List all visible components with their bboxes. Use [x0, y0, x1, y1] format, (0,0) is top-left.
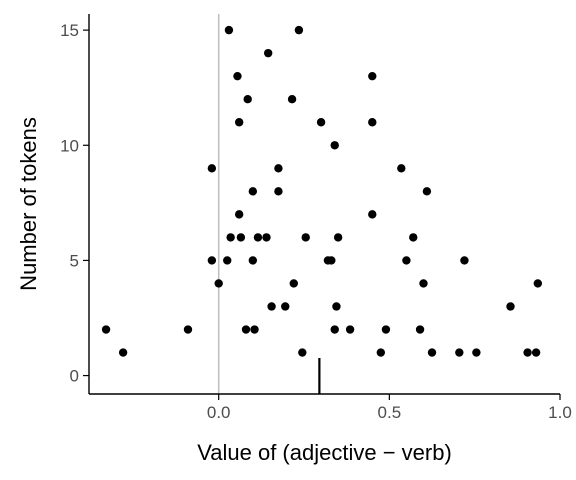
data-point-8 — [226, 233, 234, 241]
data-point-32 — [327, 256, 335, 264]
data-point-17 — [250, 325, 258, 333]
data-point-2 — [184, 325, 192, 333]
x-tick-label-0: 0.0 — [207, 403, 231, 422]
data-point-35 — [332, 302, 340, 310]
data-point-5 — [214, 279, 222, 287]
data-point-11 — [235, 210, 243, 218]
data-point-52 — [472, 348, 480, 356]
data-point-51 — [460, 256, 468, 264]
data-point-40 — [368, 210, 376, 218]
data-point-4 — [208, 256, 216, 264]
data-point-18 — [254, 233, 262, 241]
data-point-6 — [223, 256, 231, 264]
data-point-49 — [428, 348, 436, 356]
data-point-42 — [382, 325, 390, 333]
data-point-13 — [242, 325, 250, 333]
y-axis-title: Number of tokens — [16, 117, 41, 291]
data-point-36 — [334, 233, 342, 241]
data-point-39 — [368, 118, 376, 126]
y-tick-label-1: 5 — [70, 251, 79, 270]
data-point-53 — [506, 302, 514, 310]
data-point-45 — [409, 233, 417, 241]
data-point-26 — [290, 279, 298, 287]
data-point-44 — [402, 256, 410, 264]
data-point-43 — [397, 164, 405, 172]
data-point-54 — [523, 348, 531, 356]
data-point-29 — [302, 233, 310, 241]
data-point-46 — [416, 325, 424, 333]
data-point-20 — [264, 49, 272, 57]
x-tick-label-1: 0.5 — [378, 403, 402, 422]
data-point-56 — [534, 279, 542, 287]
data-point-30 — [317, 118, 325, 126]
data-point-38 — [368, 72, 376, 80]
data-point-15 — [249, 187, 257, 195]
data-point-14 — [244, 95, 252, 103]
data-point-47 — [419, 279, 427, 287]
data-point-28 — [298, 348, 306, 356]
data-point-0 — [102, 325, 110, 333]
data-point-24 — [281, 302, 289, 310]
x-axis-title: Value of (adjective − verb) — [197, 440, 452, 465]
data-point-25 — [288, 95, 296, 103]
data-point-16 — [249, 256, 257, 264]
data-point-19 — [262, 233, 270, 241]
data-point-27 — [295, 26, 303, 34]
data-point-1 — [119, 348, 127, 356]
data-point-41 — [377, 348, 385, 356]
data-point-12 — [237, 233, 245, 241]
data-point-7 — [225, 26, 233, 34]
data-point-3 — [208, 164, 216, 172]
data-point-23 — [274, 187, 282, 195]
y-tick-label-2: 10 — [60, 136, 79, 155]
data-point-48 — [423, 187, 431, 195]
data-point-50 — [455, 348, 463, 356]
data-point-10 — [235, 118, 243, 126]
data-point-22 — [274, 164, 282, 172]
data-point-34 — [331, 325, 339, 333]
y-tick-label-3: 15 — [60, 21, 79, 40]
data-point-21 — [267, 302, 275, 310]
x-tick-label-2: 1.0 — [548, 403, 572, 422]
data-point-9 — [233, 72, 241, 80]
y-tick-label-0: 0 — [70, 367, 79, 386]
data-point-33 — [331, 141, 339, 149]
data-point-37 — [346, 325, 354, 333]
data-point-55 — [532, 348, 540, 356]
